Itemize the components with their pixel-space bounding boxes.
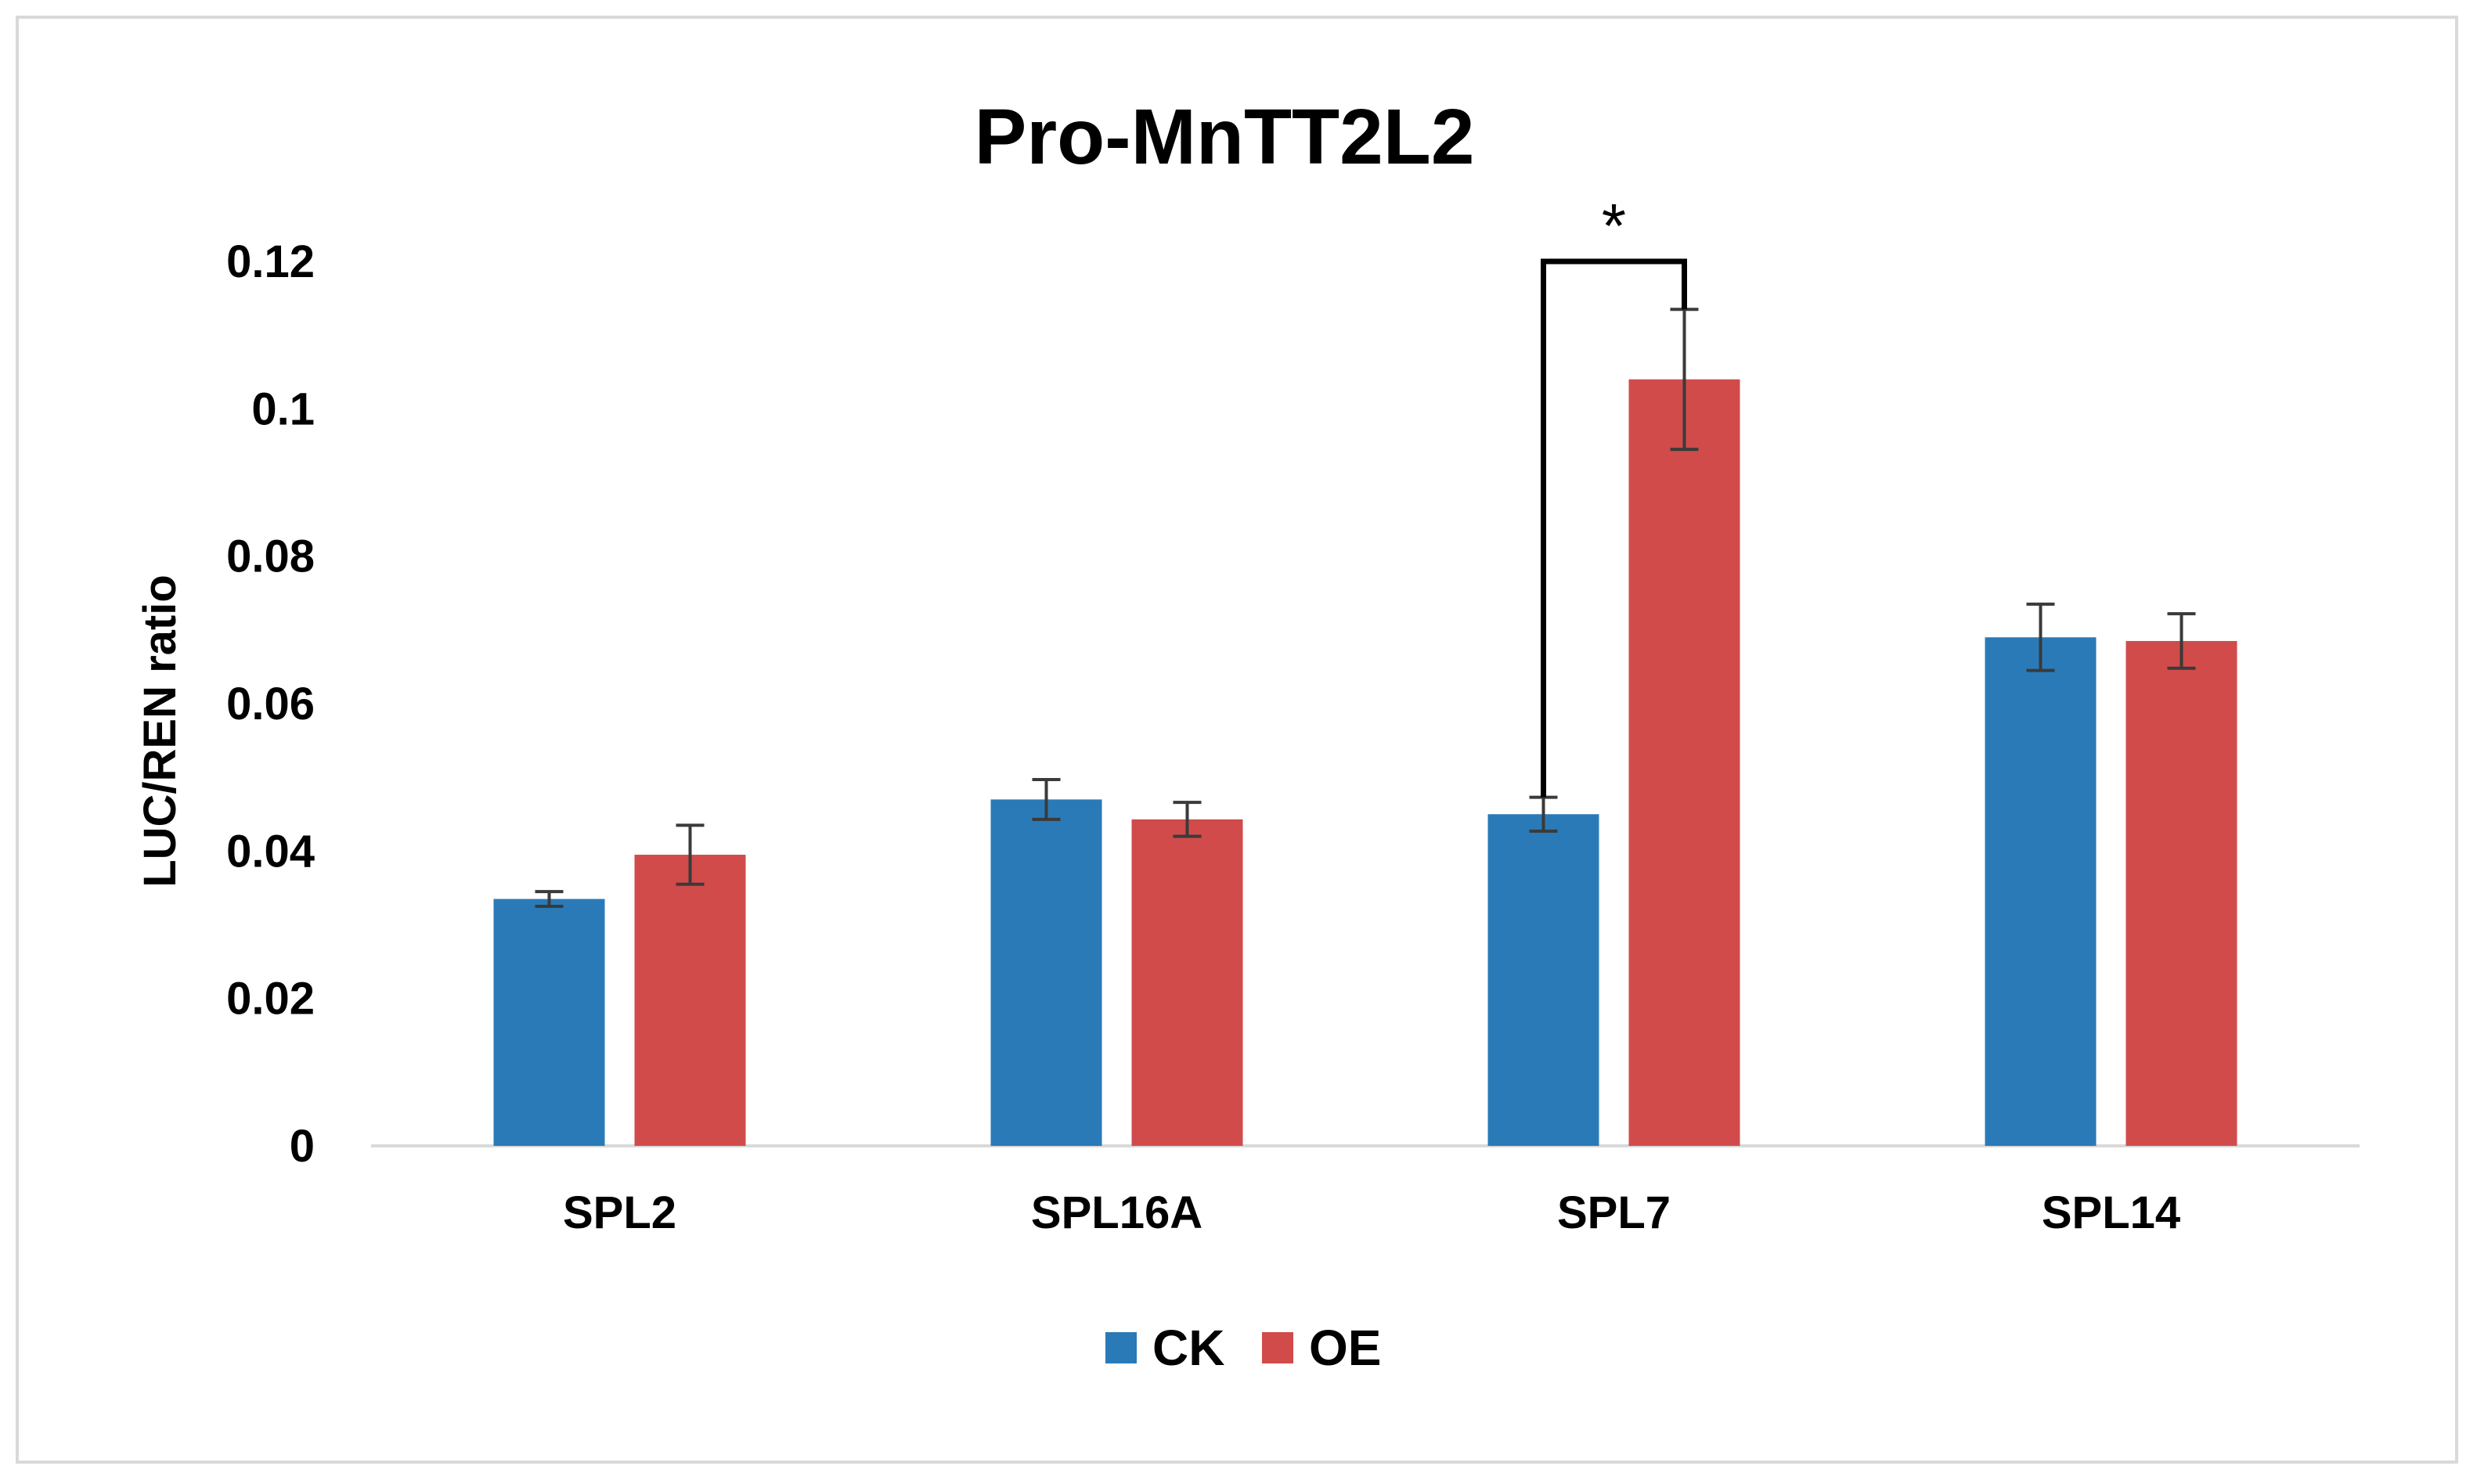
x-tick-label: SPL2 (563, 1187, 676, 1238)
x-tick-label: SPL16A (1031, 1187, 1202, 1238)
chart-title: Pro-MnTT2L2 (975, 93, 1475, 181)
x-tick-label: SPL14 (2042, 1187, 2180, 1238)
y-axis-title: LUC/REN ratio (135, 575, 186, 888)
y-tick-label: 0.08 (226, 531, 315, 582)
x-tick-label: SPL7 (1557, 1187, 1671, 1238)
significance-label: * (1602, 191, 1626, 261)
y-tick-label: 0.02 (226, 974, 315, 1025)
bar-oe-spl14 (2125, 640, 2237, 1146)
y-tick-label: 0.06 (226, 679, 315, 729)
legend-swatch-ck (1105, 1332, 1137, 1363)
bar-oe-spl7 (1628, 379, 1740, 1147)
significance-bracket (1541, 258, 1687, 798)
y-tick-label: 0 (290, 1121, 315, 1172)
y-tick-label: 0.1 (251, 384, 315, 434)
legend-swatch-oe (1262, 1332, 1293, 1363)
bar-ck-spl2 (493, 899, 605, 1146)
bars (493, 308, 2237, 1147)
chart-frame: Pro-MnTT2L2 0 0.02 0.04 0.06 0.08 0.1 0.12 LUC… (16, 16, 2458, 1464)
significance-annotations: * (1541, 191, 1687, 798)
bar-chart: Pro-MnTT2L2 0 0.02 0.04 0.06 0.08 0.1 0.12 LUC… (135, 93, 2360, 1376)
x-axis: SPL2 SPL16A SPL7 SPL14 (563, 1187, 2180, 1238)
bar-ck-spl14 (1985, 637, 2097, 1146)
bar-oe-spl16a (1131, 819, 1243, 1146)
bar-oe-spl2 (634, 855, 746, 1146)
y-axis: 0 0.02 0.04 0.06 0.08 0.1 0.12 (226, 236, 315, 1172)
legend: CK OE (1105, 1320, 1381, 1376)
legend-label-oe: OE (1309, 1320, 1381, 1376)
y-tick-label: 0.04 (226, 826, 315, 877)
y-tick-label: 0.12 (226, 236, 315, 287)
bar-ck-spl7 (1487, 814, 1599, 1146)
bar-ck-spl16a (990, 799, 1102, 1146)
legend-label-ck: CK (1152, 1320, 1224, 1376)
